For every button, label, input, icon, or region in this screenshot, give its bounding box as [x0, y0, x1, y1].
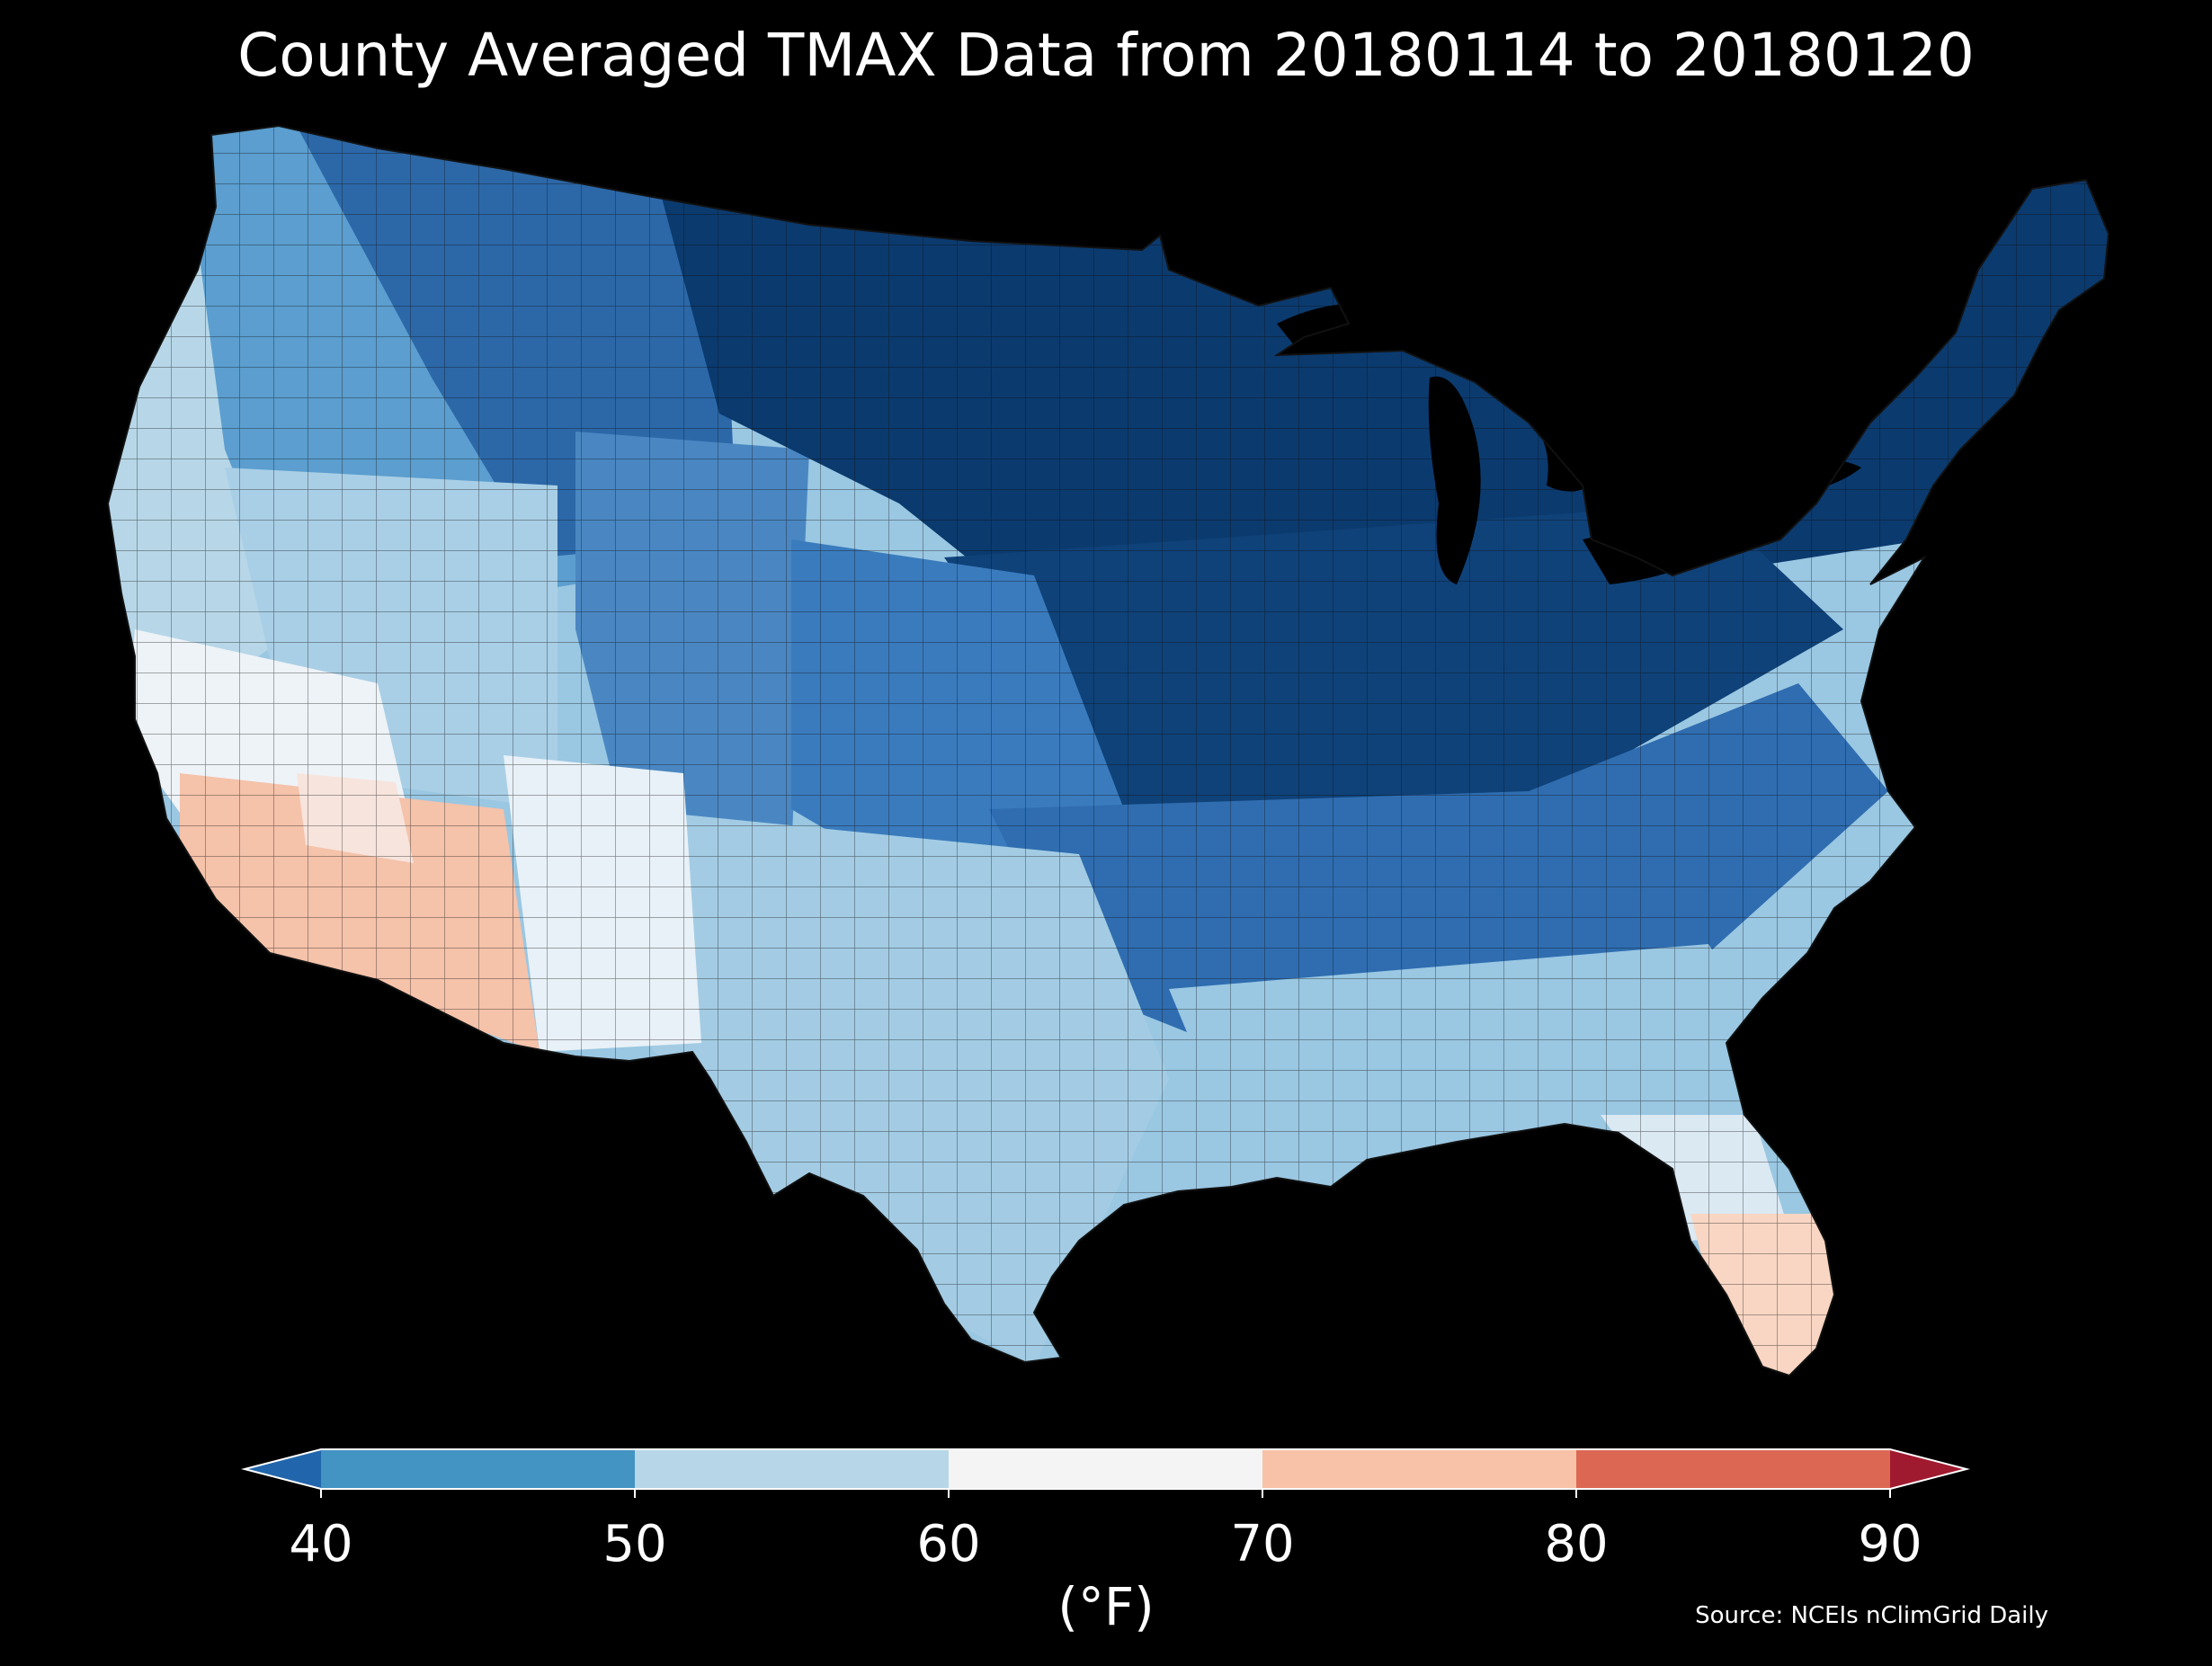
colorbar-bin: [321, 1449, 636, 1489]
colorbar-bin: [1262, 1449, 1577, 1489]
colorbar-scale: 40 50 60 70 80 90: [241, 1448, 1970, 1573]
colorbar-tick-label: 60: [916, 1515, 980, 1573]
colorbar-bin: [949, 1449, 1263, 1489]
colorbar-extend-high: [1890, 1449, 1967, 1489]
colorbar-tick-label: 70: [1230, 1515, 1294, 1573]
colorbar-tick-label: 90: [1858, 1515, 1922, 1573]
colorbar-bin: [1576, 1449, 1891, 1489]
colorbar-tick-label: 40: [289, 1515, 352, 1573]
colorbar-unit-label: (°F): [1057, 1576, 1155, 1637]
colorbar-extend-low: [245, 1449, 321, 1489]
colorbar-bin: [635, 1449, 950, 1489]
great-lakes: [1277, 303, 1861, 584]
source-credit: Source: NCEIs nClimGrid Daily: [1695, 1602, 2048, 1629]
chart-title: County Averaged TMAX Data from 20180114 …: [237, 21, 1975, 90]
colorbar-tick-label: 80: [1544, 1515, 1608, 1573]
colorbar-tick-label: 50: [602, 1515, 666, 1573]
